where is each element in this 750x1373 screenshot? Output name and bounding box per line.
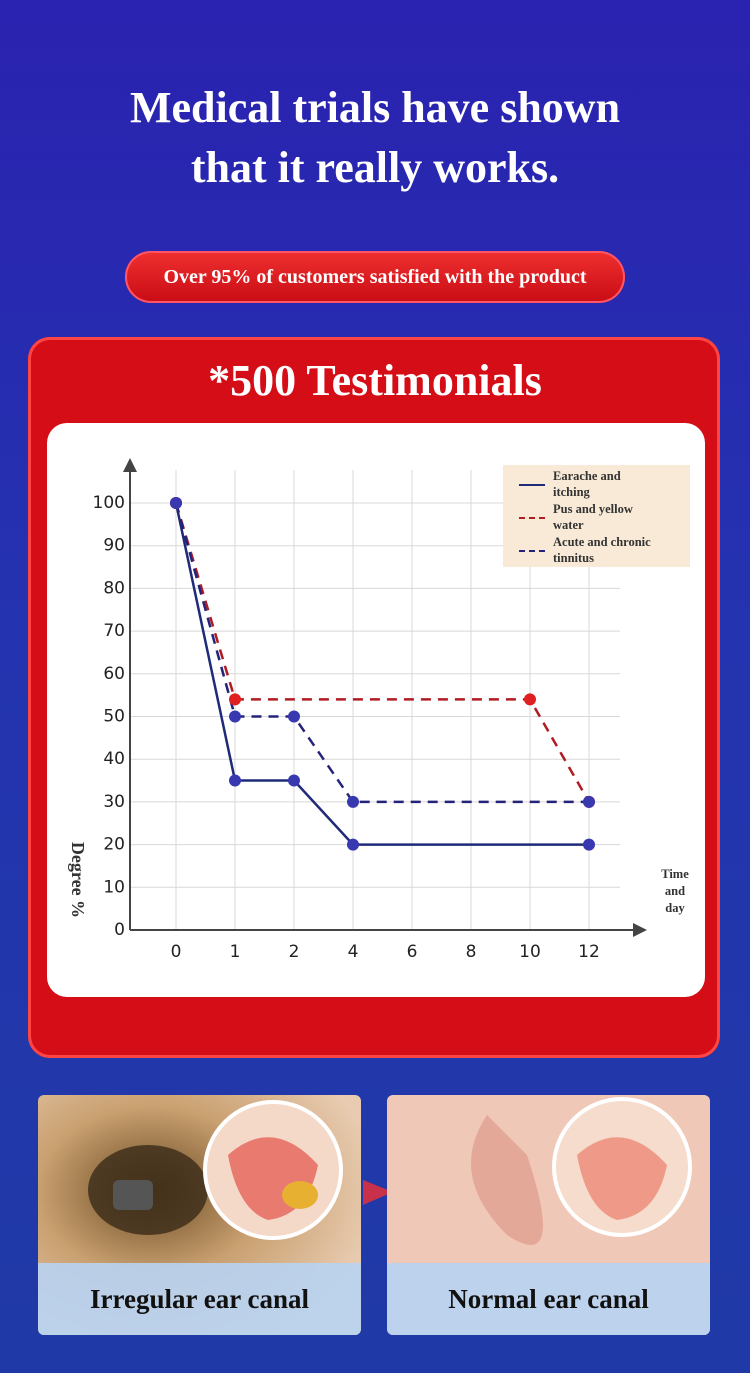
legend-label-line: Acute and chronic — [553, 535, 651, 549]
x-tick-label: 0 — [171, 942, 182, 962]
data-point — [170, 497, 182, 509]
panel-title: *500 Testimonials — [208, 356, 542, 405]
x-tick-label: 10 — [519, 942, 541, 962]
normal-ear-photo: Normal ear canal — [387, 1095, 710, 1335]
x-axis-label: Time and day — [661, 867, 689, 915]
y-tick-label: 40 — [103, 749, 125, 769]
x-tick-label: 1 — [230, 942, 241, 962]
x-axis-label-line: and — [665, 884, 685, 898]
legend-label: Acute and chronic tinnitus — [553, 535, 651, 565]
headline-2: that it really works. — [190, 143, 560, 192]
legend-label: Earache and itching — [553, 469, 621, 499]
legend-label: Pus and yellow water — [553, 502, 633, 532]
legend-label-line: Pus and yellow — [553, 502, 633, 516]
data-point — [288, 774, 300, 787]
data-point — [583, 838, 595, 851]
x-axis-label-line: day — [665, 901, 685, 915]
y-tick-label: 0 — [114, 920, 125, 940]
data-point — [229, 710, 241, 723]
y-tick-label: 90 — [103, 536, 125, 556]
legend-label-line: tinnitus — [553, 551, 594, 565]
y-tick-label: 100 — [93, 493, 125, 513]
y-tick-label: 80 — [103, 578, 125, 598]
caption: Normal ear canal — [387, 1263, 710, 1335]
data-point — [229, 693, 241, 706]
x-tick-label: 8 — [466, 942, 477, 962]
y-tick-label: 10 — [103, 877, 125, 897]
x-tick-label: 4 — [348, 942, 359, 962]
caption: Irregular ear canal — [38, 1263, 361, 1335]
data-point — [347, 838, 359, 851]
irregular-ear-photo: Irregular ear canal — [38, 1095, 361, 1335]
y-tick-label: 50 — [103, 707, 125, 727]
y-tick-label: 20 — [103, 835, 125, 855]
x-tick-label: 2 — [289, 942, 300, 962]
y-tick-label: 60 — [103, 664, 125, 684]
x-axis-label-line: Time — [661, 867, 689, 881]
y-axis-label: Degree % — [68, 842, 88, 918]
headline-1: Medical trials have shown — [129, 83, 621, 132]
data-point — [229, 774, 241, 787]
legend-label-line: itching — [553, 485, 591, 499]
satisfaction-badge: Over 95% of customers satisfied with the… — [125, 251, 625, 303]
series-line — [174, 502, 591, 803]
x-tick-label: 6 — [407, 942, 418, 962]
y-tick-label: 30 — [103, 792, 125, 812]
data-point — [524, 693, 536, 706]
x-tick-label: 12 — [578, 942, 600, 962]
data-point — [583, 795, 595, 808]
legend-label-line: water — [553, 518, 584, 532]
data-point — [288, 710, 300, 723]
y-tick-label: 70 — [103, 621, 125, 641]
data-point — [347, 795, 359, 808]
y-axis-arrow — [123, 458, 137, 472]
x-axis-arrow — [633, 923, 647, 937]
legend-label-line: Earache and — [553, 469, 621, 483]
